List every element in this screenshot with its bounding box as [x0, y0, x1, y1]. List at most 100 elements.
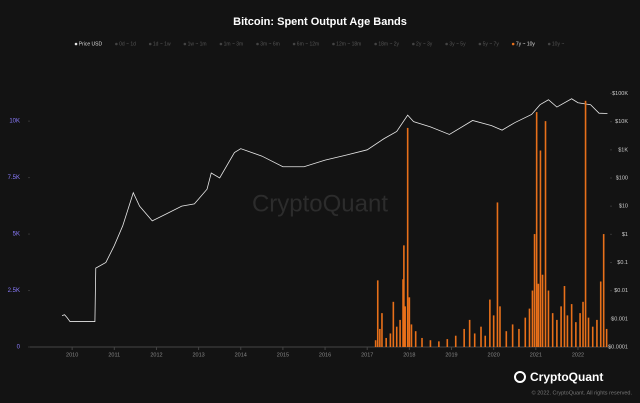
age-band-bar	[544, 121, 547, 347]
age-band-bar	[591, 326, 594, 347]
age-band-bar	[518, 328, 520, 347]
legend-item[interactable]: 18m ~ 2y	[374, 41, 400, 47]
age-band-bar	[541, 274, 544, 347]
y2-tick-label: $0.01	[614, 288, 628, 294]
age-band-bar	[551, 313, 554, 347]
age-band-bar	[499, 306, 501, 347]
legend-marker	[332, 42, 335, 46]
legend-label: 2y ~ 3y	[416, 41, 433, 47]
y-tick-label: 0	[17, 345, 21, 351]
legend-item[interactable]: 1d ~ 1w	[148, 41, 171, 47]
price-line	[61, 98, 608, 322]
y2-tick-label: $1K	[618, 147, 628, 153]
legend-item[interactable]: 7y ~ 10y	[511, 41, 536, 47]
age-band-bar	[392, 301, 395, 347]
age-band-bar	[429, 340, 432, 347]
legend-label: 1d ~ 1w	[153, 41, 171, 47]
legend-item[interactable]: 0d ~ 1d	[115, 41, 136, 47]
age-band-bar	[563, 286, 566, 347]
age-band-bar	[468, 319, 471, 347]
age-band-bar	[473, 333, 476, 347]
legend-item[interactable]: 12m ~ 18m	[332, 41, 361, 47]
legend-marker	[374, 42, 377, 46]
legend-item[interactable]: 3y ~ 5y	[445, 41, 466, 47]
y2-tick-label: $0.0001	[608, 344, 628, 350]
age-band-bar	[489, 299, 491, 347]
legend-marker	[148, 42, 152, 46]
age-band-bar	[531, 290, 534, 347]
y-tick-label: 7.5K	[8, 175, 20, 181]
legend-item[interactable]: Price USD	[74, 41, 103, 47]
age-band-bar	[406, 127, 409, 348]
y2-tick-label: $10	[619, 204, 628, 210]
age-band-bar	[579, 313, 581, 347]
age-band-bar	[374, 340, 377, 347]
age-band-bar	[539, 150, 542, 347]
age-band-bar	[575, 322, 577, 347]
x-tick-label: 2010	[66, 352, 78, 358]
x-tick-label: 2021	[530, 352, 542, 358]
x-tick-label: 2020	[488, 352, 500, 358]
x-tick-label: 2018	[403, 352, 415, 358]
y2-tick-label: $100K	[612, 91, 628, 97]
age-band-bar	[408, 297, 411, 347]
legend-marker	[412, 42, 415, 46]
age-band-bar	[570, 304, 573, 347]
legend-item[interactable]: 5y ~ 7y	[478, 41, 500, 47]
age-band-bar	[596, 319, 598, 347]
x-tick-label: 2022	[572, 352, 584, 358]
legend-item[interactable]: 6m ~ 12m	[292, 41, 319, 47]
age-band-bar	[537, 283, 540, 347]
age-band-bar	[376, 280, 379, 347]
age-band-bar	[560, 306, 562, 347]
legend-marker	[256, 42, 259, 46]
legend-marker	[445, 42, 448, 46]
age-band-bar	[505, 331, 508, 347]
age-band-bar	[421, 337, 423, 347]
x-tick-label: 2014	[235, 352, 247, 358]
age-band-bar	[484, 335, 487, 347]
age-band-bar	[584, 100, 587, 347]
age-band-bar	[533, 234, 536, 347]
x-tick-label: 2017	[361, 352, 373, 358]
brand-logo	[514, 371, 526, 383]
legend-marker	[115, 42, 118, 46]
age-band-bar	[395, 326, 398, 347]
legend-marker	[511, 42, 515, 46]
legend-item[interactable]: 2y ~ 3y	[412, 41, 433, 47]
legend-label: 3m ~ 6m	[260, 41, 280, 47]
legend-item[interactable]: 1m ~ 3m	[219, 41, 244, 47]
legend-marker	[478, 42, 482, 46]
x-tick-label: 2012	[150, 352, 162, 358]
legend-label: 12m ~ 18m	[336, 41, 361, 47]
y2-tick-label: $0.001	[611, 316, 628, 322]
age-band-bar	[379, 328, 381, 347]
legend-marker	[183, 42, 187, 46]
legend-label: 10y ~	[552, 41, 564, 47]
age-band-bar	[480, 326, 482, 347]
y2-tick-label: $100	[616, 175, 628, 181]
y-tick-label: 5K	[13, 232, 20, 238]
age-band-bar	[547, 290, 550, 347]
age-band-bar	[602, 234, 605, 347]
legend-label: 3y ~ 5y	[449, 41, 466, 47]
age-band-bar	[492, 315, 495, 347]
age-band-bar	[463, 328, 465, 347]
age-band-bar	[511, 324, 514, 347]
chart-title: Bitcoin: Spent Output Age Bands	[233, 16, 407, 28]
age-band-bar	[414, 331, 417, 347]
age-band-bar	[599, 281, 602, 347]
age-band-bar	[410, 324, 413, 347]
age-band-bar	[404, 306, 406, 347]
legend-item[interactable]: 3m ~ 6m	[256, 41, 280, 47]
y2-tick-label: $1	[622, 232, 628, 238]
legend-label: Price USD	[79, 41, 103, 47]
legend-item[interactable]: 1w ~ 1m	[183, 41, 207, 47]
legend-marker	[292, 42, 296, 46]
legend-item[interactable]: 10y ~	[547, 41, 564, 47]
age-band-bar	[385, 337, 387, 347]
age-band-bar	[399, 319, 401, 347]
x-tick-label: 2011	[108, 352, 120, 358]
age-band-bar	[605, 328, 608, 347]
